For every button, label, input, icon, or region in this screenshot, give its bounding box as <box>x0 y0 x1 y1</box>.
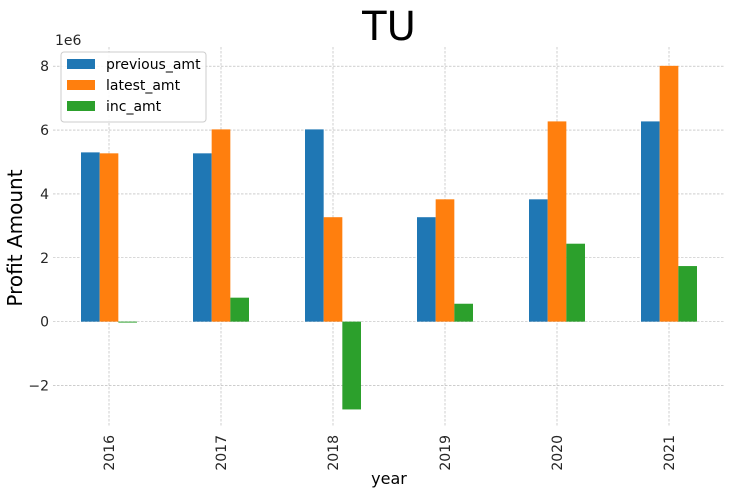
legend-label: latest_amt <box>106 78 181 94</box>
x-tick-label: 2019 <box>438 435 454 471</box>
legend-swatch-previous_amt <box>67 59 95 69</box>
legend-label: inc_amt <box>106 99 162 115</box>
x-tick-label: 2018 <box>326 435 342 471</box>
x-tick-label: 2017 <box>214 435 230 471</box>
legend-swatch-latest_amt <box>67 80 95 90</box>
bar-latest_amt-2018 <box>323 217 343 322</box>
x-tick-label: 2016 <box>102 435 118 471</box>
chart-title: TU <box>361 4 416 50</box>
bar-inc_amt-2019 <box>454 303 473 322</box>
bar-inc_amt-2017 <box>230 297 249 322</box>
bar-inc_amt-2018 <box>342 321 361 410</box>
legend-box <box>60 51 207 123</box>
bar-latest_amt-2020 <box>547 121 567 322</box>
y-tick-label: 8 <box>40 59 49 75</box>
bar-latest_amt-2019 <box>435 199 455 322</box>
y-axis-label: Profit Amount <box>3 169 27 306</box>
legend-swatch-inc_amt <box>67 101 95 111</box>
bar-previous_amt-2016 <box>81 152 100 322</box>
bar-latest_amt-2017 <box>211 129 231 322</box>
y-tick-label: 6 <box>40 123 49 139</box>
bar-previous_amt-2017 <box>193 153 212 322</box>
bar-previous_amt-2021 <box>641 121 660 322</box>
bar-inc_amt-2016 <box>118 321 137 323</box>
x-tick-label: 2021 <box>662 435 678 471</box>
bar-previous_amt-2020 <box>529 199 548 322</box>
bar-inc_amt-2020 <box>566 243 585 322</box>
bar-previous_amt-2019 <box>417 217 436 322</box>
bar-latest_amt-2016 <box>99 153 119 322</box>
legend-label: previous_amt <box>106 57 201 73</box>
x-tick-label: 2020 <box>550 435 566 471</box>
x-axis-label: year <box>371 469 407 488</box>
bar-latest_amt-2021 <box>659 65 679 322</box>
y-tick-label: 4 <box>40 187 49 203</box>
bar-previous_amt-2018 <box>305 129 324 322</box>
y-offset-label: 1e6 <box>55 33 82 49</box>
y-tick-label: −2 <box>28 378 49 394</box>
y-tick-label: 0 <box>40 315 49 331</box>
y-tick-label: 2 <box>40 251 49 267</box>
bar-inc_amt-2021 <box>678 266 697 322</box>
